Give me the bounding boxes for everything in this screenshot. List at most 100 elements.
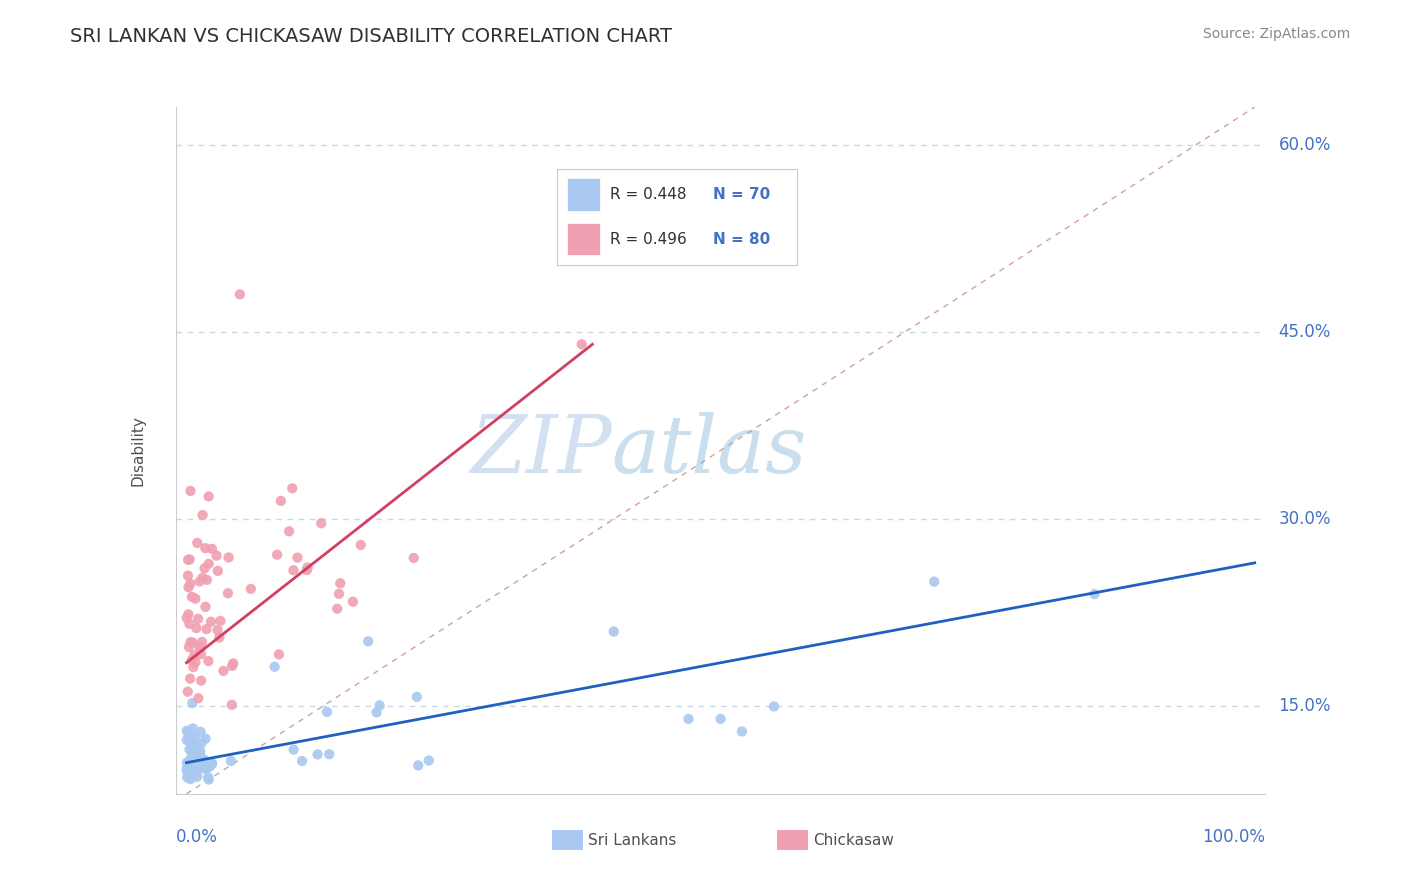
Point: [188, 744, 211, 758]
Point: [266, 548, 288, 562]
Point: [181, 747, 204, 762]
Point: [176, 611, 198, 625]
Point: [201, 541, 224, 556]
Point: [201, 756, 224, 771]
Point: [366, 706, 388, 720]
Point: [239, 582, 262, 596]
Point: [188, 640, 211, 654]
Point: [190, 724, 212, 739]
Point: [603, 624, 626, 639]
Point: [212, 664, 235, 678]
Point: [1083, 587, 1105, 601]
Point: [184, 764, 207, 779]
Point: [181, 722, 204, 736]
Point: [180, 742, 202, 756]
Point: [177, 580, 200, 594]
Point: [207, 623, 229, 637]
Point: [309, 516, 332, 531]
Point: [922, 574, 945, 589]
Point: [177, 553, 200, 567]
Point: [197, 772, 219, 787]
Text: Source: ZipAtlas.com: Source: ZipAtlas.com: [1202, 27, 1350, 41]
Point: [176, 756, 198, 770]
Point: [200, 615, 222, 629]
Point: [193, 561, 215, 575]
Point: [191, 508, 214, 522]
Point: [195, 762, 218, 776]
Point: [710, 712, 733, 726]
Text: N = 80: N = 80: [713, 232, 770, 246]
Point: [184, 729, 207, 743]
Point: [176, 764, 198, 778]
Point: [177, 568, 200, 582]
Text: ZIP: ZIP: [470, 412, 612, 489]
Point: [197, 654, 219, 668]
Point: [263, 659, 285, 673]
Point: [190, 647, 212, 661]
Point: [209, 614, 232, 628]
Point: [181, 696, 204, 710]
Text: Chickasaw: Chickasaw: [813, 833, 894, 847]
Point: [678, 712, 700, 726]
Point: [187, 691, 209, 706]
Point: [183, 648, 205, 662]
Point: [229, 287, 252, 301]
Point: [207, 564, 229, 578]
Point: [179, 742, 201, 756]
Text: 30.0%: 30.0%: [1278, 510, 1331, 528]
Point: [217, 586, 239, 600]
Point: [176, 771, 198, 785]
Point: [281, 481, 304, 495]
Point: [188, 574, 211, 589]
Text: SRI LANKAN VS CHICKASAW DISABILITY CORRELATION CHART: SRI LANKAN VS CHICKASAW DISABILITY CORRE…: [70, 27, 672, 45]
Point: [180, 635, 202, 649]
Point: [177, 607, 200, 622]
Point: [342, 595, 364, 609]
Text: 15.0%: 15.0%: [1278, 698, 1331, 715]
Point: [180, 772, 202, 786]
Point: [318, 747, 340, 762]
Bar: [567, 223, 600, 255]
Point: [198, 760, 221, 774]
Point: [418, 754, 440, 768]
Point: [183, 764, 205, 778]
Point: [193, 753, 215, 767]
Text: atlas: atlas: [612, 412, 807, 489]
Point: [197, 771, 219, 785]
Point: [176, 761, 198, 775]
Point: [195, 573, 218, 587]
Point: [219, 754, 242, 768]
Point: [191, 755, 214, 769]
Point: [181, 660, 204, 674]
Point: [179, 763, 201, 777]
Point: [197, 490, 219, 504]
Point: [208, 631, 231, 645]
Point: [181, 739, 204, 753]
Point: [194, 541, 217, 556]
Point: [329, 576, 352, 591]
Point: [186, 536, 208, 550]
Point: [186, 739, 208, 753]
Point: [176, 733, 198, 747]
Point: [181, 734, 204, 748]
Point: [267, 648, 290, 662]
Text: Disability: Disability: [131, 415, 145, 486]
Point: [357, 634, 380, 648]
Point: [181, 635, 204, 649]
Point: [190, 673, 212, 688]
Point: [190, 754, 212, 768]
Point: [201, 756, 224, 771]
Point: [180, 740, 202, 755]
Point: [187, 612, 209, 626]
Point: [180, 653, 202, 667]
Point: [368, 698, 391, 713]
Point: [336, 812, 359, 826]
Point: [287, 550, 309, 565]
Point: [188, 748, 211, 763]
Point: [278, 524, 301, 539]
Point: [283, 742, 305, 756]
Point: [179, 672, 201, 686]
Point: [180, 751, 202, 765]
Text: R = 0.496: R = 0.496: [610, 232, 686, 246]
Text: 100.0%: 100.0%: [1202, 828, 1265, 847]
